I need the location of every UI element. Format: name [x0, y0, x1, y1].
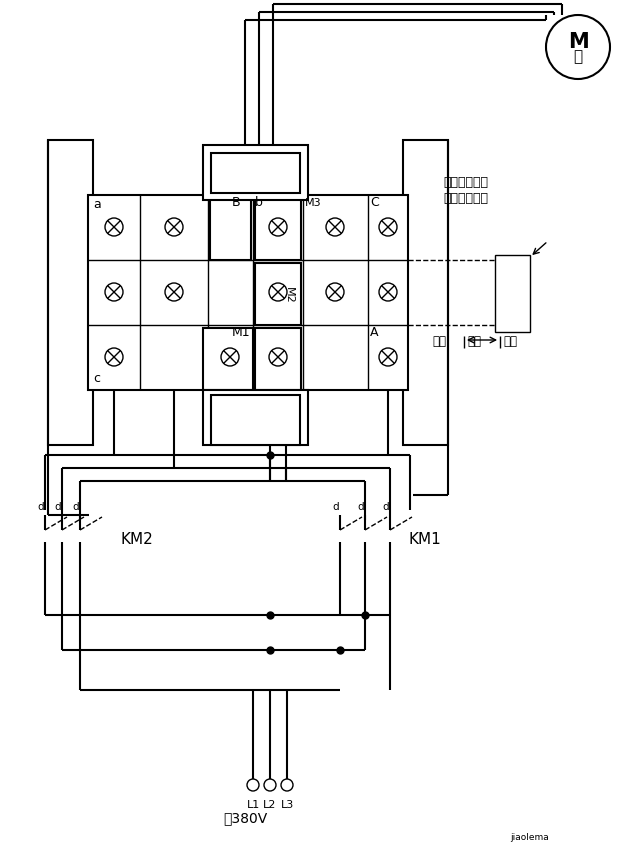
- Text: KM2: KM2: [120, 533, 153, 548]
- Text: 由导程器控制: 由导程器控制: [443, 176, 488, 189]
- Text: ～: ～: [573, 49, 582, 64]
- Text: d: d: [358, 502, 364, 512]
- Circle shape: [379, 283, 397, 301]
- Text: 行车吊重限位: 行车吊重限位: [443, 192, 488, 204]
- Bar: [211, 395, 300, 445]
- Circle shape: [326, 218, 344, 236]
- Bar: [88, 195, 408, 390]
- Circle shape: [105, 348, 123, 366]
- Text: L3: L3: [280, 800, 294, 810]
- Bar: [203, 390, 308, 445]
- Text: d: d: [383, 502, 389, 512]
- Text: d: d: [333, 502, 339, 512]
- Text: d: d: [73, 502, 79, 512]
- Text: M2: M2: [284, 287, 294, 304]
- Text: B: B: [232, 197, 241, 209]
- Text: KM1: KM1: [408, 533, 441, 548]
- Bar: [211, 153, 300, 193]
- Text: L1: L1: [246, 800, 260, 810]
- Text: 限位: 限位: [503, 335, 517, 348]
- Text: M1: M1: [232, 326, 251, 339]
- Text: 限位: 限位: [432, 335, 446, 348]
- Bar: [255, 263, 301, 325]
- Text: d: d: [38, 502, 44, 512]
- Bar: [203, 145, 308, 200]
- Circle shape: [165, 218, 183, 236]
- Text: c: c: [93, 371, 100, 384]
- Text: jiaolema: jiaolema: [510, 834, 548, 843]
- Text: d: d: [54, 502, 61, 512]
- Circle shape: [221, 348, 239, 366]
- Circle shape: [326, 283, 344, 301]
- Bar: [255, 328, 301, 390]
- Text: M3: M3: [305, 198, 322, 208]
- Circle shape: [546, 15, 610, 79]
- Bar: [255, 198, 301, 260]
- Bar: [495, 255, 530, 332]
- Text: ～380V: ～380V: [223, 811, 267, 825]
- Text: A: A: [370, 326, 378, 339]
- Circle shape: [379, 348, 397, 366]
- Circle shape: [281, 779, 293, 791]
- Text: 运行: 运行: [467, 335, 481, 348]
- Text: b: b: [255, 197, 263, 209]
- Circle shape: [247, 779, 259, 791]
- Bar: [48, 140, 93, 445]
- Circle shape: [379, 218, 397, 236]
- Bar: [210, 198, 251, 260]
- Circle shape: [264, 779, 276, 791]
- Circle shape: [105, 218, 123, 236]
- Text: M: M: [568, 32, 588, 52]
- Circle shape: [105, 283, 123, 301]
- Bar: [403, 140, 448, 445]
- Text: a: a: [93, 198, 100, 211]
- Circle shape: [269, 218, 287, 236]
- Text: C: C: [370, 197, 379, 209]
- Circle shape: [165, 283, 183, 301]
- Circle shape: [269, 348, 287, 366]
- Circle shape: [269, 283, 287, 301]
- Text: L2: L2: [263, 800, 276, 810]
- Bar: [203, 328, 253, 390]
